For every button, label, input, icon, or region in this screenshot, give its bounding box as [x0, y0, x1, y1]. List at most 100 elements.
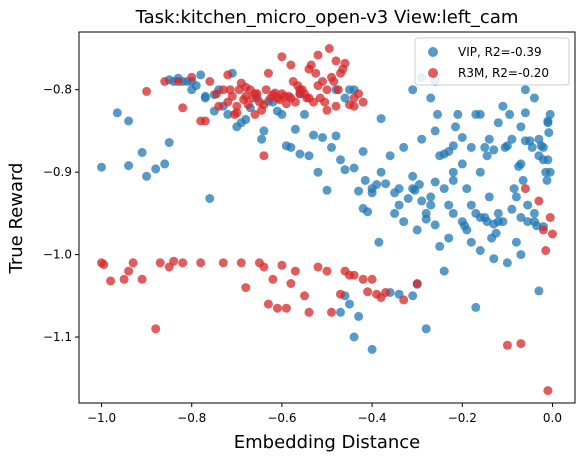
data-point-1-74 [232, 108, 242, 118]
data-point-0-86 [502, 141, 512, 151]
data-point-0-158 [534, 151, 544, 161]
data-point-1-27 [259, 100, 269, 110]
data-point-0-89 [509, 184, 519, 194]
data-point-0-122 [408, 171, 418, 181]
data-point-0-127 [367, 188, 377, 198]
data-point-0-98 [529, 208, 539, 218]
data-point-0-93 [518, 175, 528, 185]
data-point-0-3 [124, 161, 134, 171]
x-axis: −1.0 −0.8 −0.6 −0.4 −0.2 0.0 [87, 403, 562, 425]
data-point-0-84 [498, 101, 508, 111]
data-point-0-151 [493, 208, 503, 218]
chart-title: Task:kitchen_micro_open-v3 View:left_cam [135, 7, 519, 28]
data-point-1-109 [358, 274, 368, 284]
data-point-0-32 [295, 149, 305, 159]
data-point-0-37 [318, 133, 327, 142]
data-point-0-7 [160, 159, 170, 169]
data-point-0-119 [426, 200, 436, 210]
data-point-0-106 [544, 128, 554, 138]
data-point-0-191 [543, 118, 553, 128]
data-point-0-182 [200, 93, 210, 103]
data-point-0-78 [482, 151, 492, 161]
data-point-0-123 [399, 142, 409, 152]
data-point-0-74 [466, 200, 476, 210]
data-point-1-121 [516, 339, 526, 349]
data-point-1-2 [173, 77, 183, 86]
data-point-1-82 [124, 266, 134, 276]
data-point-0-154 [516, 213, 526, 222]
data-point-0-129 [358, 203, 368, 213]
data-point-1-11 [223, 70, 233, 80]
data-point-1-10 [218, 85, 228, 95]
data-point-0-169 [426, 93, 436, 103]
data-point-1-99 [290, 266, 300, 276]
data-point-0-162 [439, 266, 449, 276]
data-point-1-81 [119, 274, 129, 284]
data-point-0-25 [257, 134, 267, 144]
data-point-1-0 [142, 86, 152, 96]
data-point-0-33 [300, 109, 309, 119]
data-point-0-172 [376, 114, 386, 124]
x-tick-label: −0.6 [267, 411, 296, 425]
data-point-0-163 [444, 233, 454, 243]
data-point-1-20 [243, 100, 253, 110]
data-point-0-104 [542, 175, 552, 185]
data-point-1-103 [322, 266, 332, 276]
data-point-0-153 [507, 204, 517, 214]
data-point-0-137 [408, 291, 418, 301]
data-point-0-113 [466, 142, 476, 152]
data-point-1-93 [241, 283, 251, 293]
data-point-1-29 [263, 68, 273, 78]
data-point-0-139 [421, 324, 431, 334]
data-point-0-19 [223, 109, 233, 119]
data-point-1-105 [336, 289, 345, 299]
data-point-1-28 [261, 85, 271, 95]
data-point-0-166 [489, 254, 499, 264]
data-point-1-115 [399, 295, 409, 305]
data-point-1-9 [214, 101, 224, 111]
data-point-0-58 [412, 225, 422, 235]
data-point-0-183 [187, 85, 197, 95]
data-point-0-40 [331, 131, 341, 141]
data-point-1-104 [327, 307, 336, 317]
data-point-0-128 [360, 175, 370, 185]
data-point-1-131 [304, 93, 314, 103]
data-point-0-62 [426, 192, 436, 202]
data-point-1-119 [281, 303, 291, 313]
data-point-0-70 [453, 109, 463, 119]
data-point-0-174 [340, 93, 350, 103]
data-point-1-90 [196, 258, 206, 268]
data-point-1-120 [502, 340, 512, 350]
data-point-1-100 [300, 291, 309, 301]
data-point-1-70 [322, 105, 332, 115]
data-point-0-165 [475, 246, 485, 255]
series-layer [97, 44, 557, 396]
data-point-0-49 [372, 180, 382, 189]
data-point-0-36 [313, 167, 323, 177]
data-point-0-69 [451, 122, 460, 132]
data-point-1-55 [322, 85, 332, 95]
data-point-0-4 [137, 147, 147, 157]
data-point-0-152 [498, 217, 508, 227]
data-point-1-66 [277, 52, 287, 62]
data-point-1-79 [97, 258, 106, 268]
data-point-1-23 [250, 109, 260, 119]
data-point-0-5 [142, 171, 152, 181]
data-point-0-31 [290, 124, 300, 134]
data-point-0-179 [236, 118, 246, 128]
data-point-0-132 [345, 299, 354, 309]
data-point-0-2 [124, 116, 134, 126]
legend-box [414, 37, 570, 86]
series-1 [97, 44, 557, 396]
data-point-0-125 [390, 208, 400, 218]
data-point-1-41 [290, 97, 300, 107]
data-point-1-56 [324, 44, 334, 53]
y-tick-label: −1.1 [43, 330, 72, 344]
data-point-0-6 [151, 164, 161, 174]
data-point-0-186 [475, 109, 485, 119]
data-point-1-128 [520, 184, 530, 194]
data-point-0-156 [529, 217, 539, 227]
data-point-1-71 [340, 58, 350, 68]
data-point-1-77 [250, 89, 260, 99]
